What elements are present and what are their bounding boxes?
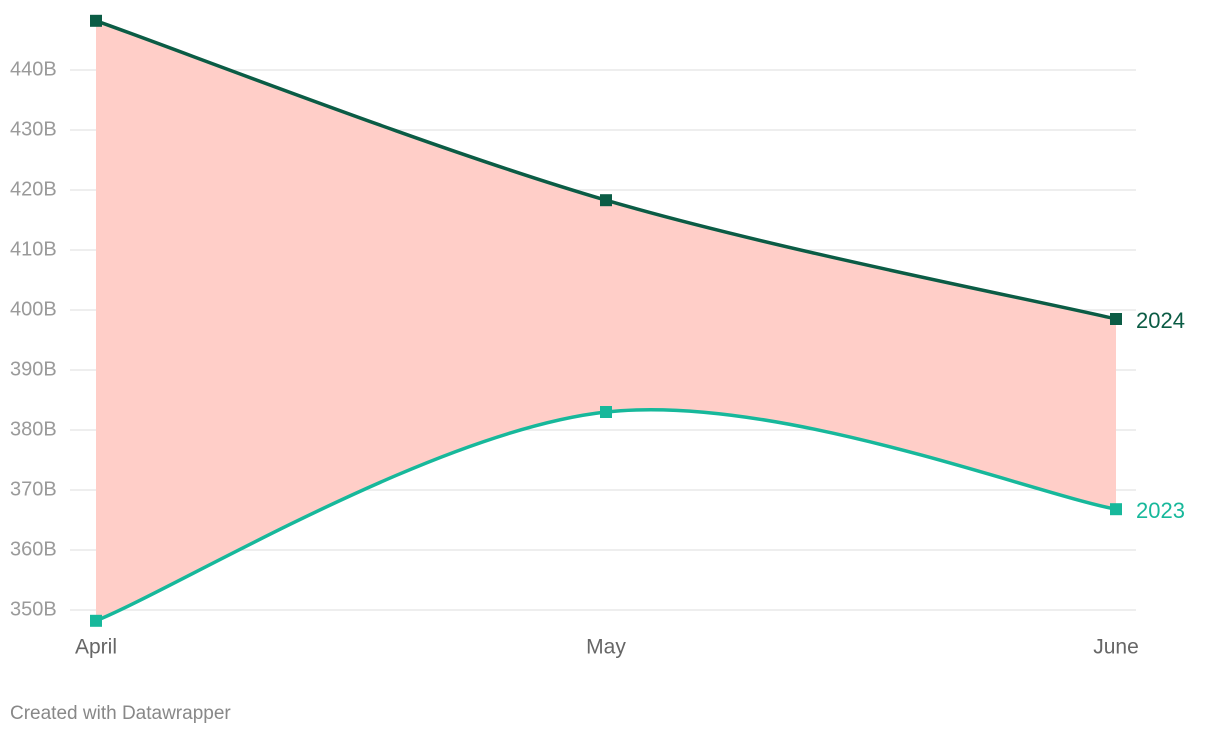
series-label: 2023 <box>1136 498 1185 523</box>
point <box>1110 503 1122 516</box>
band <box>96 20 1116 621</box>
point <box>90 14 102 27</box>
y-tick-label: 360B <box>10 538 57 560</box>
y-tick-label: 420B <box>10 178 57 200</box>
y-tick-label: 400B <box>10 298 57 320</box>
x-tick-label: June <box>1093 636 1139 659</box>
point <box>1110 313 1122 325</box>
series-label: 2024 <box>1136 308 1185 333</box>
y-tick-label: 350B <box>10 598 57 620</box>
y-tick-label: 380B <box>10 418 57 440</box>
point <box>600 194 612 207</box>
y-tick-label: 390B <box>10 358 57 380</box>
y-tick-label: 430B <box>10 118 57 140</box>
point <box>90 614 102 627</box>
footer: Created with Datawrapper <box>10 703 231 724</box>
x-tick-label: May <box>586 636 626 659</box>
y-tick-label: 440B <box>10 58 57 80</box>
y-tick-label: 410B <box>10 238 57 260</box>
point <box>600 406 612 418</box>
y-tick-label: 370B <box>10 478 57 500</box>
x-tick-label: April <box>75 636 117 659</box>
